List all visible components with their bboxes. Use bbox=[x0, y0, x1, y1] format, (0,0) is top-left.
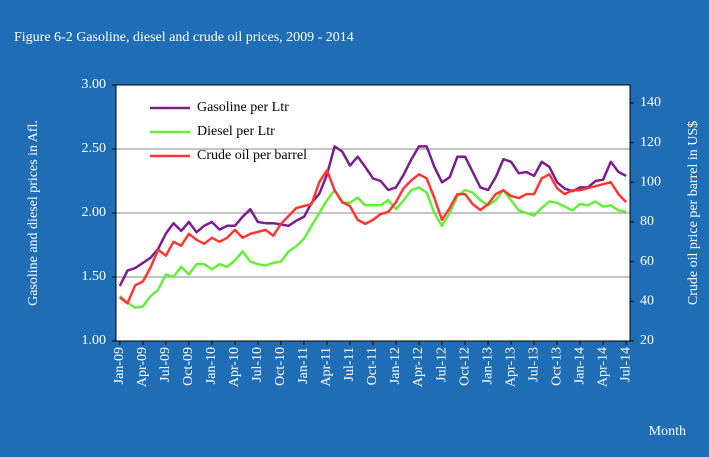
x-tick-label: Oct-11 bbox=[365, 347, 380, 385]
legend-label: Gasoline per Ltr bbox=[197, 100, 289, 115]
x-axis-label: Month bbox=[649, 424, 686, 439]
x-tick-label: Oct-13 bbox=[549, 347, 564, 386]
y-tick-label: 2.00 bbox=[82, 205, 107, 220]
x-tick-label: Apr-09 bbox=[135, 347, 150, 387]
y2-tick-label: 100 bbox=[640, 174, 661, 189]
y-tick-label: 3.00 bbox=[82, 77, 107, 92]
y2-tick-label: 120 bbox=[640, 135, 661, 150]
x-tick-label: Apr-10 bbox=[227, 347, 242, 387]
x-tick-label: Oct-10 bbox=[273, 347, 288, 386]
x-tick-label: Jan-09 bbox=[112, 347, 127, 384]
x-tick-label: Jul-09 bbox=[158, 347, 173, 382]
series-line bbox=[118, 145, 627, 287]
y-tick-label: 1.00 bbox=[82, 333, 107, 348]
x-tick-label: Oct-12 bbox=[457, 347, 472, 386]
x-tick-label: Jul-14 bbox=[618, 347, 633, 382]
chart-title: Figure 6-2 Gasoline, diesel and crude oi… bbox=[14, 30, 354, 45]
y2-tick-label: 40 bbox=[640, 294, 654, 309]
legend-label: Crude oil per barrel bbox=[197, 148, 307, 163]
y2-axis-label: Crude oil price per barrel in US$ bbox=[686, 121, 701, 305]
x-tick-label: Jul-11 bbox=[342, 347, 357, 381]
y2-tick-label: 80 bbox=[640, 214, 654, 229]
y-tick-label: 2.50 bbox=[82, 141, 107, 156]
x-tick-label: Jul-13 bbox=[526, 347, 541, 382]
x-tick-label: Oct-09 bbox=[181, 347, 196, 386]
x-tick-label: Jan-10 bbox=[204, 347, 219, 384]
x-tick-label: Apr-11 bbox=[319, 347, 334, 387]
x-tick-label: Jul-10 bbox=[250, 347, 265, 382]
y2-tick-label: 20 bbox=[640, 333, 654, 348]
x-tick-label: Jan-11 bbox=[296, 347, 311, 384]
y2-tick-label: 140 bbox=[640, 95, 661, 110]
y-tick-label: 1.50 bbox=[82, 269, 107, 284]
series-line bbox=[119, 186, 627, 309]
x-tick-label: Jan-12 bbox=[388, 347, 403, 384]
x-tick-label: Jan-14 bbox=[572, 347, 587, 384]
y-axis-label: Gasoline and diesel prices in Afl. bbox=[26, 120, 41, 306]
x-tick-label: Apr-12 bbox=[411, 347, 426, 387]
x-tick-label: Apr-13 bbox=[503, 347, 518, 387]
x-tick-label: Jul-12 bbox=[434, 347, 449, 382]
x-tick-label: Jan-13 bbox=[480, 347, 495, 384]
series-line bbox=[119, 169, 628, 305]
y2-tick-label: 60 bbox=[640, 254, 654, 269]
x-tick-label: Apr-14 bbox=[595, 347, 610, 387]
legend-label: Diesel per Ltr bbox=[197, 124, 275, 139]
